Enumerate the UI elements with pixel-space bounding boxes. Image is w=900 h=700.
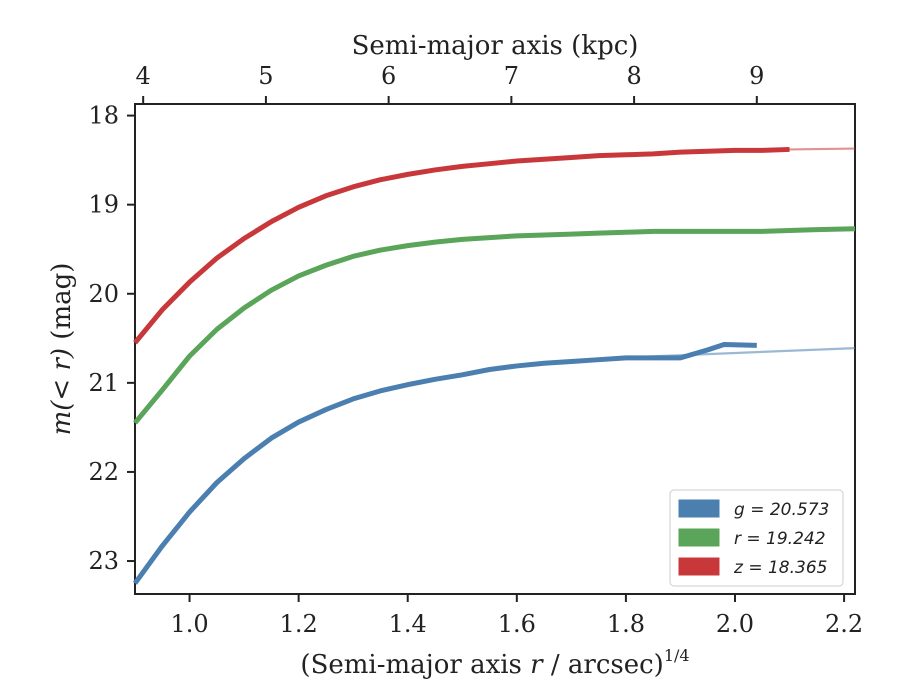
y-tick-label: 18 (88, 102, 119, 130)
x-tick-label: 1.0 (170, 610, 208, 638)
y-tick-label: 22 (88, 458, 119, 486)
legend-label-z: z = 18.365 (733, 558, 827, 578)
y-axis-title: m(< r) (mag) (47, 263, 77, 436)
series-layer (132, 146, 856, 585)
x-tick-label: 2.0 (716, 610, 754, 638)
y-tick-label: 20 (88, 280, 119, 308)
x-axis-ticks: 1.0 1.2 1.4 1.6 1.8 2.0 2.2 (170, 594, 863, 638)
legend: g = 20.573 r = 19.242 z = 18.365 (669, 489, 844, 587)
series-g (132, 342, 856, 585)
y-tick-label: 23 (88, 547, 119, 575)
series-line-g (132, 342, 757, 585)
top-tick-label: 4 (136, 62, 151, 90)
legend-swatch-z (678, 557, 720, 576)
legend-label-r: r = 19.242 (734, 529, 826, 549)
x-tick-label: 2.2 (825, 610, 863, 638)
series-r (133, 226, 856, 425)
legend-swatch-r (678, 528, 720, 547)
x-axis-title: (Semi-major axis r / arcsec)1/4 (300, 646, 689, 680)
top-tick-label: 9 (749, 62, 764, 90)
y-tick-label: 21 (88, 369, 119, 397)
top-tick-label: 6 (381, 62, 396, 90)
top-tick-label: 8 (626, 62, 641, 90)
series-line-z (133, 146, 790, 345)
series-z (133, 146, 856, 345)
top-tick-label: 7 (504, 62, 519, 90)
legend-swatch-g (678, 499, 720, 518)
x-tick-label: 1.2 (280, 610, 318, 638)
legend-label-g: g = 20.573 (734, 500, 829, 520)
model-line-z (789, 147, 856, 151)
top-axis-title: Semi-major axis (kpc) (352, 31, 639, 61)
series-line-r (133, 226, 856, 425)
x-tick-label: 1.8 (607, 610, 645, 638)
x-tick-label: 1.4 (389, 610, 427, 638)
top-axis-ticks: 4 5 6 7 8 9 (136, 62, 764, 104)
x-tick-label: 1.6 (498, 610, 536, 638)
y-axis-ticks: 18 19 20 21 22 23 (88, 102, 135, 575)
y-tick-label: 19 (88, 191, 119, 219)
top-tick-label: 5 (258, 62, 273, 90)
